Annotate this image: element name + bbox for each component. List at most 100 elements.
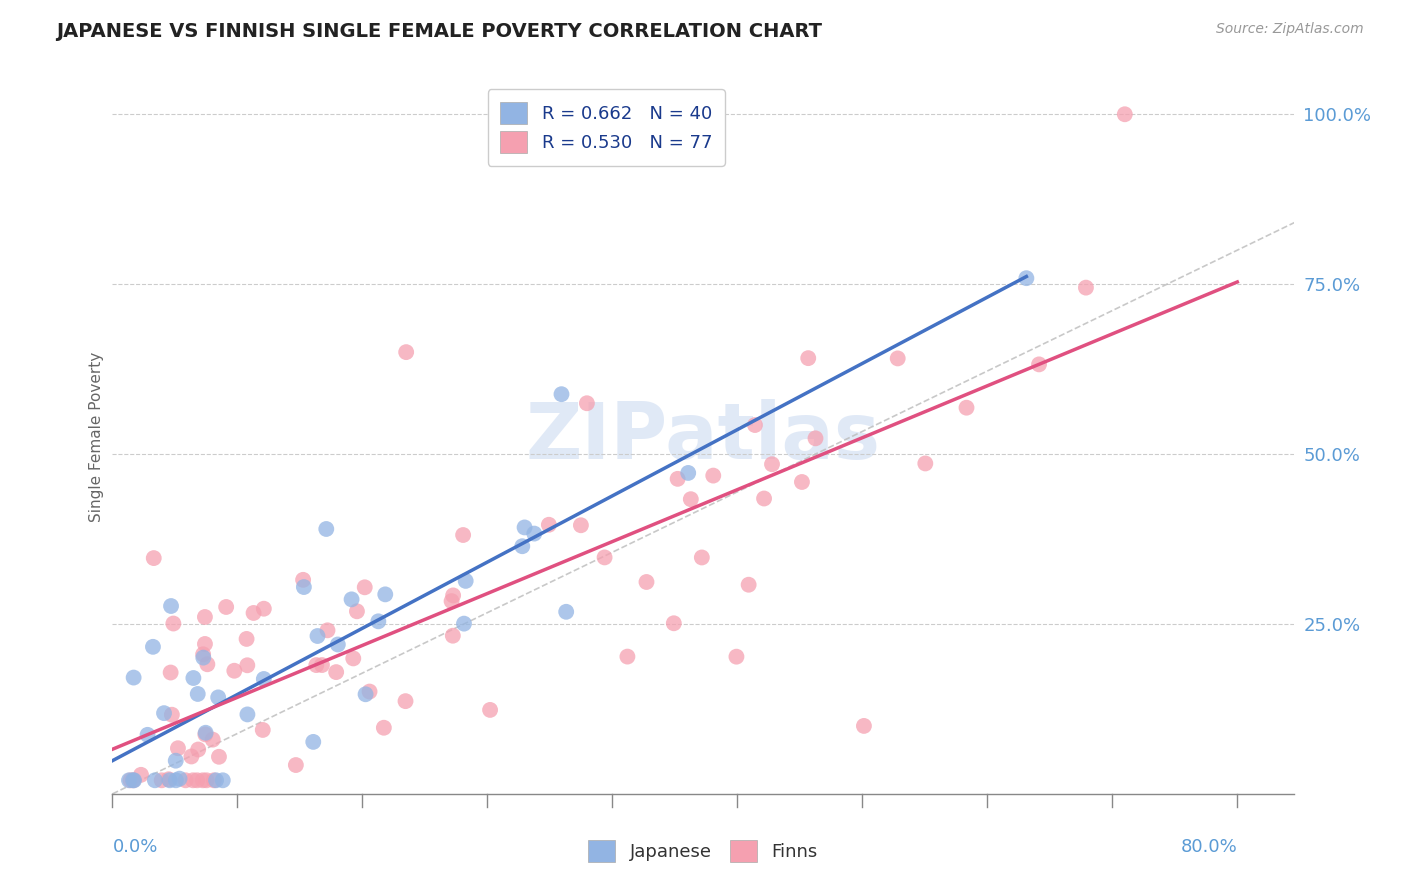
Point xyxy=(790,475,813,489)
Text: ZIPatlas: ZIPatlas xyxy=(526,399,880,475)
Point xyxy=(479,703,502,717)
Point xyxy=(340,592,363,607)
Point xyxy=(353,580,375,594)
Point xyxy=(513,520,536,534)
Point xyxy=(441,588,464,602)
Point xyxy=(253,672,276,686)
Point xyxy=(186,773,208,788)
Point xyxy=(122,773,145,788)
Point xyxy=(702,468,724,483)
Point xyxy=(616,649,638,664)
Point xyxy=(662,616,685,631)
Point xyxy=(187,742,209,756)
Point xyxy=(195,657,218,672)
Point xyxy=(305,658,328,673)
Point xyxy=(725,649,748,664)
Point xyxy=(744,417,766,432)
Point xyxy=(316,624,339,638)
Point xyxy=(797,351,820,366)
Point xyxy=(136,728,159,742)
Point xyxy=(373,721,395,735)
Point xyxy=(180,749,202,764)
Point xyxy=(761,457,783,471)
Point xyxy=(211,773,233,788)
Text: Source: ZipAtlas.com: Source: ZipAtlas.com xyxy=(1216,22,1364,37)
Point xyxy=(374,587,396,601)
Point xyxy=(679,492,702,507)
Point xyxy=(676,466,699,480)
Point xyxy=(804,431,827,445)
Legend: Japanese, Finns: Japanese, Finns xyxy=(581,833,825,870)
Point xyxy=(359,684,381,698)
Point xyxy=(737,578,759,592)
Point xyxy=(195,773,218,788)
Point xyxy=(325,665,347,679)
Point xyxy=(165,773,187,788)
Point xyxy=(1074,280,1097,294)
Point xyxy=(118,773,141,788)
Point xyxy=(194,727,217,741)
Point xyxy=(1015,271,1038,285)
Point xyxy=(174,773,197,788)
Point xyxy=(569,518,592,533)
Point xyxy=(451,528,474,542)
Point xyxy=(162,616,184,631)
Legend: R = 0.662   N = 40, R = 0.530   N = 77: R = 0.662 N = 40, R = 0.530 N = 77 xyxy=(488,89,725,166)
Point xyxy=(453,616,475,631)
Point xyxy=(142,640,165,654)
Point xyxy=(394,694,416,708)
Point xyxy=(523,526,546,541)
Point xyxy=(150,773,173,788)
Point xyxy=(302,735,325,749)
Point xyxy=(236,707,259,722)
Point xyxy=(191,773,214,788)
Text: 80.0%: 80.0% xyxy=(1181,838,1237,856)
Point xyxy=(201,732,224,747)
Point xyxy=(181,773,204,788)
Point xyxy=(284,758,307,772)
Point xyxy=(537,517,560,532)
Point xyxy=(852,719,875,733)
Point xyxy=(142,551,165,566)
Point xyxy=(1114,107,1136,121)
Point xyxy=(914,457,936,471)
Point xyxy=(153,706,176,720)
Point xyxy=(159,773,181,788)
Point xyxy=(169,772,191,786)
Point xyxy=(326,638,349,652)
Point xyxy=(235,632,257,646)
Point xyxy=(307,629,329,643)
Point xyxy=(167,741,190,756)
Point xyxy=(242,606,264,620)
Point xyxy=(157,772,180,787)
Point xyxy=(253,601,276,615)
Point xyxy=(193,650,215,665)
Point xyxy=(194,725,217,739)
Point xyxy=(122,671,145,685)
Point xyxy=(395,345,418,359)
Point xyxy=(1028,357,1050,371)
Point xyxy=(886,351,908,366)
Point xyxy=(354,687,377,701)
Point xyxy=(342,651,364,665)
Point xyxy=(236,658,259,673)
Point xyxy=(315,522,337,536)
Point xyxy=(440,594,463,608)
Point xyxy=(252,723,274,737)
Point xyxy=(666,472,689,486)
Point xyxy=(690,550,713,565)
Point xyxy=(510,539,533,553)
Y-axis label: Single Female Poverty: Single Female Poverty xyxy=(89,352,104,522)
Point xyxy=(292,580,315,594)
Point xyxy=(143,773,166,788)
Point xyxy=(129,768,152,782)
Point xyxy=(555,605,578,619)
Point xyxy=(550,387,572,401)
Point xyxy=(183,671,205,685)
Point xyxy=(191,648,214,662)
Point xyxy=(194,637,217,651)
Point xyxy=(165,754,187,768)
Text: 0.0%: 0.0% xyxy=(112,838,157,856)
Point xyxy=(122,773,145,788)
Point xyxy=(215,599,238,614)
